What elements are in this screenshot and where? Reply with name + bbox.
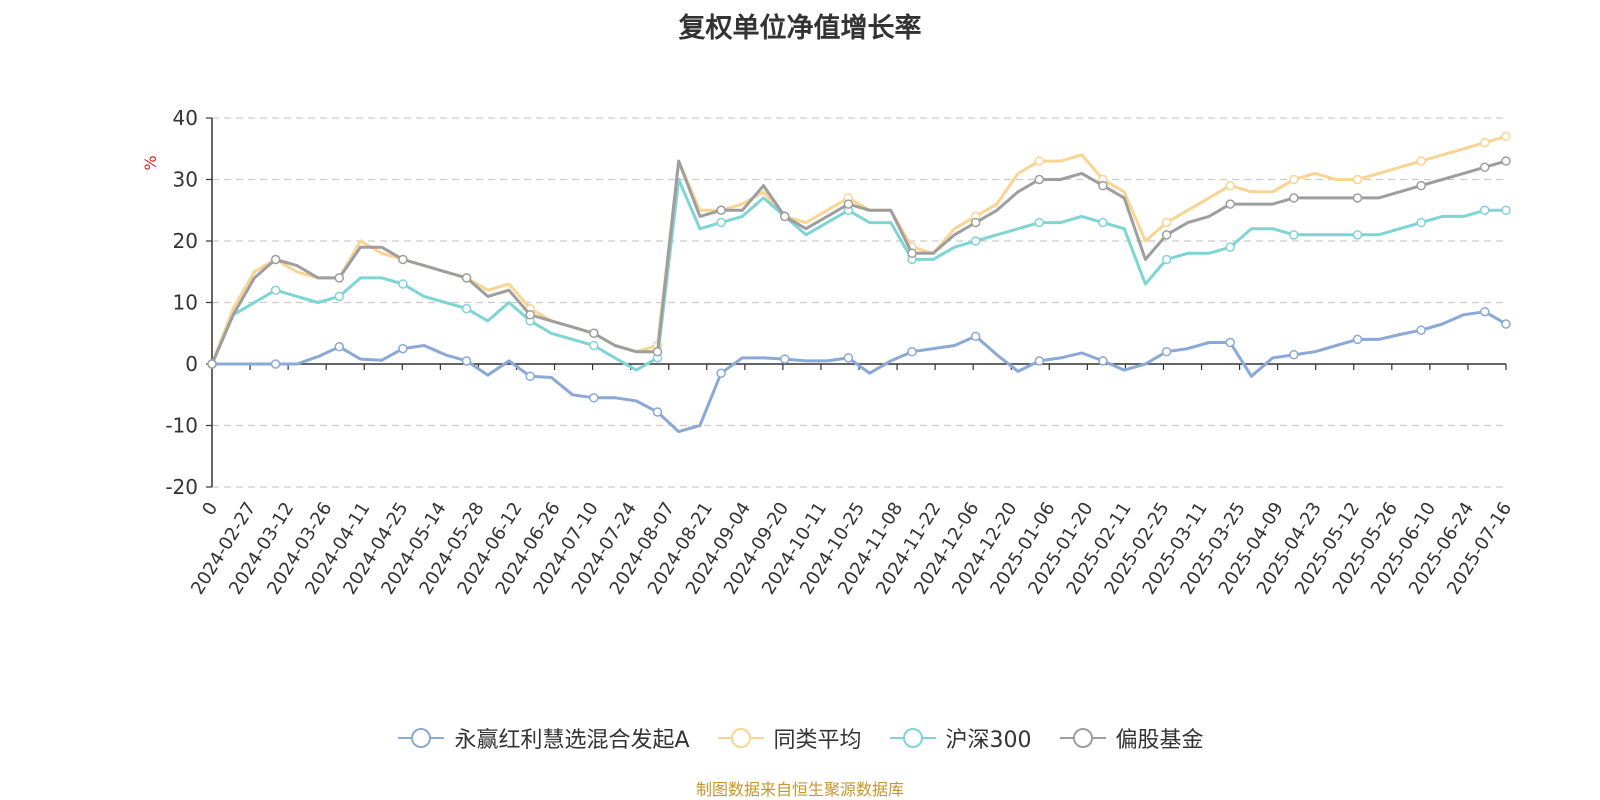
- y-tick-label: 0: [185, 352, 198, 376]
- data-point: [1161, 230, 1172, 240]
- data-point: [1352, 193, 1363, 203]
- data-point: [907, 248, 917, 259]
- data-point: [270, 285, 281, 295]
- y-tick-label: 40: [173, 106, 198, 130]
- data-point: [652, 346, 663, 357]
- data-point: [1416, 156, 1426, 166]
- data-point: [843, 353, 854, 363]
- data-point: [589, 328, 599, 338]
- legend-item[interactable]: 永赢红利慧选混合发起A: [396, 722, 690, 754]
- data-point: [970, 236, 981, 246]
- data-point: [1480, 162, 1490, 172]
- data-point: [461, 303, 472, 314]
- data-point: [525, 310, 535, 320]
- data-point: [780, 354, 790, 364]
- data-point: [1289, 350, 1299, 360]
- data-point: [334, 342, 345, 352]
- data-point: [1289, 174, 1299, 185]
- data-point: [207, 359, 217, 369]
- data-point: [1034, 217, 1045, 228]
- data-point: [716, 205, 726, 215]
- series-line: [212, 310, 1507, 434]
- data-point: [525, 371, 535, 382]
- data-point: [1161, 217, 1172, 228]
- source-note: 制图数据来自恒生聚源数据库: [695, 780, 904, 799]
- data-point: [1501, 205, 1511, 215]
- x-tick-label: 0: [198, 499, 222, 520]
- data-point: [1352, 334, 1363, 345]
- data-point: [1352, 174, 1363, 185]
- y-tick-label: -10: [165, 414, 198, 438]
- data-point: [589, 393, 599, 403]
- data-point: [1034, 174, 1045, 185]
- data-point: [1480, 137, 1490, 148]
- data-point: [1098, 180, 1108, 191]
- y-axis-unit: %: [141, 155, 160, 170]
- y-tick-label: 20: [173, 229, 198, 253]
- data-point: [716, 368, 726, 378]
- data-point: [589, 340, 599, 351]
- legend-marker-icon: [1059, 728, 1106, 748]
- data-point: [716, 217, 726, 228]
- data-point: [1352, 230, 1363, 240]
- data-point: [1225, 180, 1235, 191]
- series-lines: [207, 131, 1511, 434]
- legend-label: 偏股基金: [1115, 728, 1204, 753]
- data-point: [1161, 254, 1172, 265]
- data-point: [652, 407, 663, 417]
- data-point: [1098, 356, 1108, 366]
- data-point: [398, 254, 408, 265]
- data-point: [970, 217, 981, 228]
- data-point: [1480, 205, 1490, 215]
- legend-item[interactable]: 沪深300: [888, 722, 1032, 754]
- legend-label: 永赢红利慧选混合发起A: [454, 728, 690, 753]
- data-point: [461, 273, 472, 283]
- data-point: [1501, 156, 1511, 166]
- legend-label: 同类平均: [773, 728, 862, 753]
- data-point: [1501, 319, 1511, 329]
- data-point: [270, 254, 281, 265]
- data-point: [461, 356, 472, 366]
- data-point: [1416, 180, 1426, 191]
- data-point: [398, 343, 408, 354]
- data-point: [1416, 217, 1426, 228]
- data-point: [1289, 193, 1299, 203]
- y-tick-label: 30: [173, 168, 198, 192]
- data-point: [1480, 306, 1490, 317]
- data-point: [1225, 242, 1235, 252]
- chart-title: 复权单位净值增长率: [678, 13, 922, 44]
- legend-marker-icon: [398, 728, 445, 748]
- data-point: [1501, 131, 1511, 142]
- data-point: [1289, 230, 1299, 240]
- series-line: [210, 134, 1507, 365]
- data-point: [334, 291, 345, 302]
- y-tick-label: -20: [165, 475, 198, 499]
- data-point: [780, 211, 790, 222]
- data-point: [334, 273, 345, 283]
- data-point: [1098, 217, 1108, 228]
- line-chart: -20-1001020304002024-02-272024-03-122024…: [141, 106, 1516, 598]
- data-point: [1034, 356, 1045, 366]
- data-point: [1225, 199, 1235, 209]
- legend: 永赢红利慧选混合发起A 同类平均 沪深300 偏股基金: [0, 720, 1600, 756]
- legend-label: 沪深300: [945, 728, 1032, 753]
- data-point: [843, 199, 854, 209]
- data-point: [1161, 346, 1172, 357]
- data-point: [1225, 337, 1235, 348]
- data-point: [398, 279, 408, 289]
- legend-marker-icon: [889, 728, 936, 748]
- data-point: [970, 331, 981, 342]
- data-point: [1034, 156, 1045, 166]
- data-point: [907, 346, 917, 357]
- y-tick-label: 10: [173, 291, 198, 315]
- legend-marker-icon: [717, 728, 764, 748]
- data-point: [270, 359, 281, 369]
- legend-item[interactable]: 同类平均: [716, 722, 862, 754]
- legend-item[interactable]: 偏股基金: [1058, 722, 1204, 754]
- data-point: [1416, 325, 1426, 335]
